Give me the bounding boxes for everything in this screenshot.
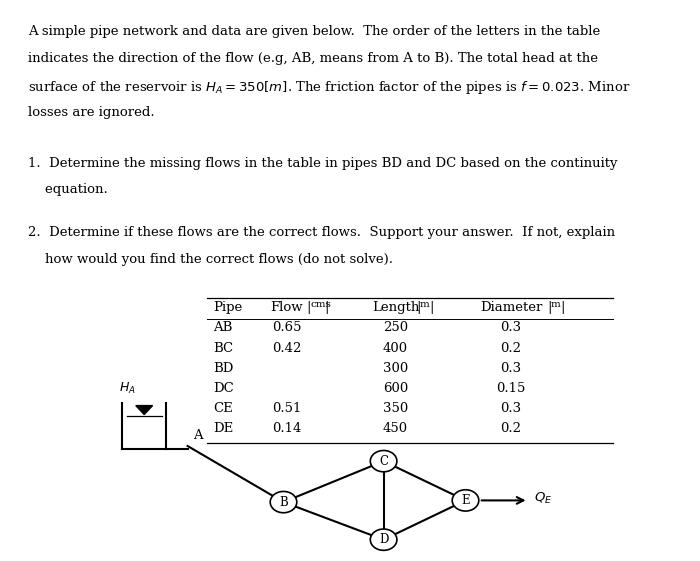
Text: losses are ignored.: losses are ignored. — [28, 106, 155, 119]
Text: AB: AB — [214, 321, 233, 334]
Circle shape — [370, 529, 397, 550]
Text: BD: BD — [214, 362, 234, 375]
Text: surface of the reservoir is $H_A = 350[m]$. The friction factor of the pipes is : surface of the reservoir is $H_A = 350[m… — [28, 79, 631, 96]
Text: 0.65: 0.65 — [272, 321, 302, 334]
Text: indicates the direction of the flow (e.g, AB, means from A to B). The total head: indicates the direction of the flow (e.g… — [28, 52, 598, 65]
Text: |: | — [547, 301, 552, 314]
Text: E: E — [461, 494, 470, 507]
Text: A: A — [193, 429, 203, 442]
Polygon shape — [136, 406, 153, 415]
Circle shape — [270, 491, 297, 513]
Text: Pipe: Pipe — [214, 301, 243, 314]
Text: 0.14: 0.14 — [272, 422, 302, 435]
Text: 0.3: 0.3 — [500, 402, 522, 415]
Text: 400: 400 — [383, 342, 408, 355]
Text: A simple pipe network and data are given below.  The order of the letters in the: A simple pipe network and data are given… — [28, 25, 601, 38]
Text: Length: Length — [372, 301, 419, 314]
Text: 450: 450 — [383, 422, 408, 435]
Text: m: m — [420, 300, 430, 309]
Text: Diameter: Diameter — [480, 301, 542, 314]
Text: CE: CE — [214, 402, 233, 415]
Text: B: B — [279, 495, 288, 509]
Text: 250: 250 — [383, 321, 408, 334]
Text: |: | — [307, 301, 311, 314]
Text: DE: DE — [214, 422, 234, 435]
Text: |: | — [429, 301, 433, 314]
Text: 0.51: 0.51 — [272, 402, 302, 415]
Text: DC: DC — [214, 382, 235, 395]
Text: 2.  Determine if these flows are the correct flows.  Support your answer.  If no: 2. Determine if these flows are the corr… — [28, 226, 615, 239]
Text: $Q_E$: $Q_E$ — [534, 491, 552, 506]
Text: cms: cms — [310, 300, 331, 309]
Text: equation.: equation. — [28, 183, 108, 196]
Text: m: m — [551, 300, 561, 309]
Text: |: | — [416, 301, 421, 314]
Text: 0.3: 0.3 — [500, 321, 522, 334]
Text: 0.3: 0.3 — [500, 362, 522, 375]
Circle shape — [370, 450, 397, 472]
Text: 0.2: 0.2 — [500, 422, 522, 435]
Text: $H_A$: $H_A$ — [119, 381, 136, 396]
Text: C: C — [379, 454, 388, 468]
Text: 0.15: 0.15 — [496, 382, 526, 395]
Text: |: | — [324, 301, 328, 314]
Text: 0.2: 0.2 — [500, 342, 522, 355]
Text: 0.42: 0.42 — [272, 342, 302, 355]
Text: 1.  Determine the missing flows in the table in pipes BD and DC based on the con: 1. Determine the missing flows in the ta… — [28, 157, 617, 169]
Text: 600: 600 — [383, 382, 408, 395]
Text: BC: BC — [214, 342, 234, 355]
Circle shape — [452, 490, 479, 511]
Text: |: | — [560, 301, 564, 314]
Text: 300: 300 — [383, 362, 408, 375]
Text: how would you find the correct flows (do not solve).: how would you find the correct flows (do… — [28, 253, 393, 266]
Text: Flow: Flow — [271, 301, 303, 314]
Text: D: D — [379, 533, 389, 546]
Text: 350: 350 — [383, 402, 408, 415]
